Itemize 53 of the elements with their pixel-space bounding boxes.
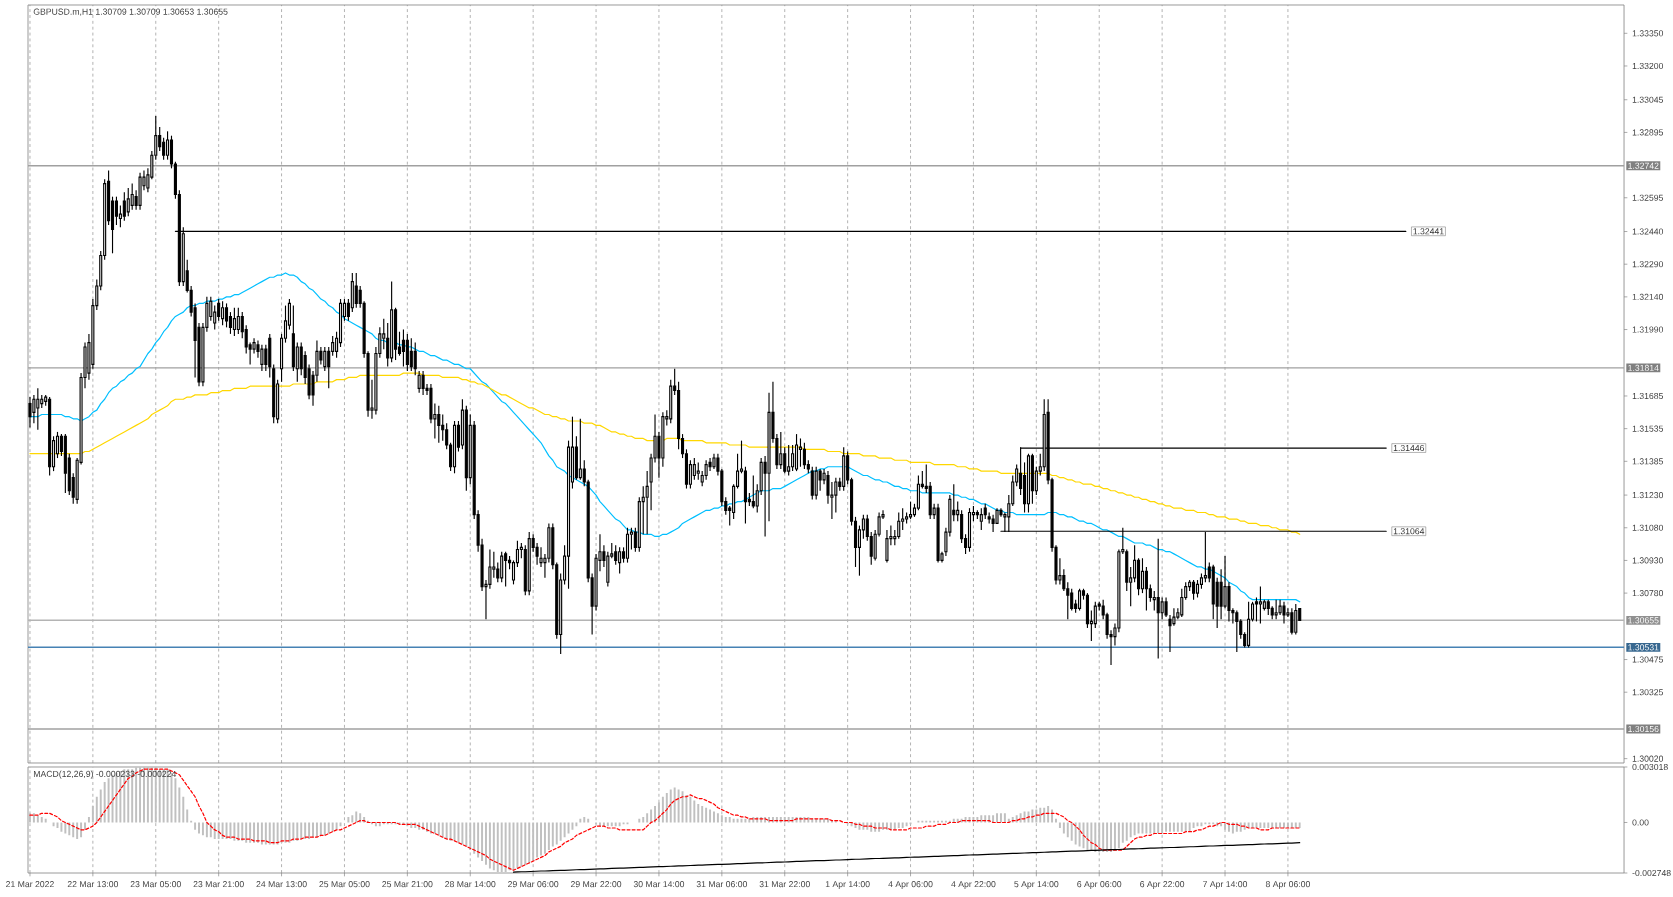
x-tick-label: 6 Apr 22:00 (1140, 881, 1185, 889)
y-tick-label: 1.30930 (1632, 557, 1664, 564)
x-tick-label: 7 Apr 14:00 (1203, 881, 1248, 889)
y-tick-label: 1.32440 (1632, 228, 1664, 235)
x-tick-label: 21 Mar 2022 (6, 881, 54, 888)
x-tick-label: 24 Mar 13:00 (256, 881, 307, 888)
x-tick-label: 5 Apr 14:00 (1014, 881, 1059, 889)
y-tick-label: 1.33045 (1632, 96, 1664, 103)
y-tick-label: 1.30780 (1632, 590, 1664, 597)
x-tick-label: 29 Mar 06:00 (508, 881, 559, 888)
series-label: 1.32441 (1413, 228, 1444, 235)
y-tick-label: 0.003018 (1632, 763, 1668, 771)
x-tick-label: 25 Mar 05:00 (319, 881, 370, 888)
x-tick-label: 30 Mar 14:00 (633, 881, 685, 888)
ref-line-label: 1.32742 (1628, 162, 1659, 169)
series-label: 1.31446 (1393, 444, 1425, 452)
y-tick-label: 1.31990 (1632, 326, 1664, 333)
y-tick-label: -0.002748 (1632, 869, 1671, 877)
x-tick-label: 31 Mar 06:00 (696, 881, 748, 888)
x-tick-label: 28 Mar 14:00 (445, 881, 496, 888)
y-tick-label: 1.30325 (1632, 689, 1664, 696)
x-tick-label: 4 Apr 22:00 (951, 881, 996, 889)
x-tick-label: 8 Apr 06:00 (1265, 881, 1310, 889)
chart-title: GBPUSD.m,H1 1.30709 1.30709 1.30653 1.30655 (33, 8, 228, 16)
ref-line-label: 1.30156 (1628, 725, 1659, 733)
ref-line-label: 1.30531 (1628, 644, 1659, 651)
x-tick-label: 4 Apr 06:00 (888, 881, 933, 889)
y-tick-label: 1.32895 (1632, 129, 1664, 136)
x-tick-label: 31 Mar 22:00 (759, 881, 810, 888)
y-tick-label: 1.31385 (1632, 458, 1664, 465)
y-tick-label: 1.31685 (1632, 392, 1664, 400)
x-tick-label: 29 Mar 22:00 (570, 881, 622, 888)
y-tick-label: 1.32595 (1632, 194, 1664, 201)
y-tick-label: 1.31535 (1632, 425, 1664, 432)
y-tick-label: 1.32290 (1632, 261, 1664, 268)
series-label: 1.31064 (1393, 528, 1425, 535)
x-tick-label: 25 Mar 21:00 (382, 881, 433, 888)
x-tick-label: 23 Mar 21:00 (193, 881, 244, 888)
y-tick-label: 1.30020 (1632, 755, 1664, 762)
x-tick-label: 23 Mar 05:00 (130, 881, 181, 888)
y-tick-label: 1.33350 (1632, 30, 1664, 37)
x-tick-label: 1 Apr 14:00 (825, 881, 870, 889)
ref-line-label: 1.31814 (1628, 364, 1659, 371)
y-tick-label: 0.00 (1632, 819, 1649, 826)
x-tick-label: 6 Apr 06:00 (1077, 881, 1122, 889)
y-tick-label: 1.30475 (1632, 656, 1664, 663)
y-tick-label: 1.31080 (1632, 524, 1664, 531)
x-tick-label: 22 Mar 13:00 (67, 881, 119, 888)
y-tick-label: 1.33200 (1632, 62, 1664, 70)
ref-line-label: 1.30655 (1628, 617, 1659, 624)
y-tick-label: 1.31230 (1632, 492, 1664, 499)
chart-title: MACD(12,26,9) -0.000233 -0.000224 (33, 770, 177, 779)
y-tick-label: 1.32140 (1632, 293, 1664, 300)
